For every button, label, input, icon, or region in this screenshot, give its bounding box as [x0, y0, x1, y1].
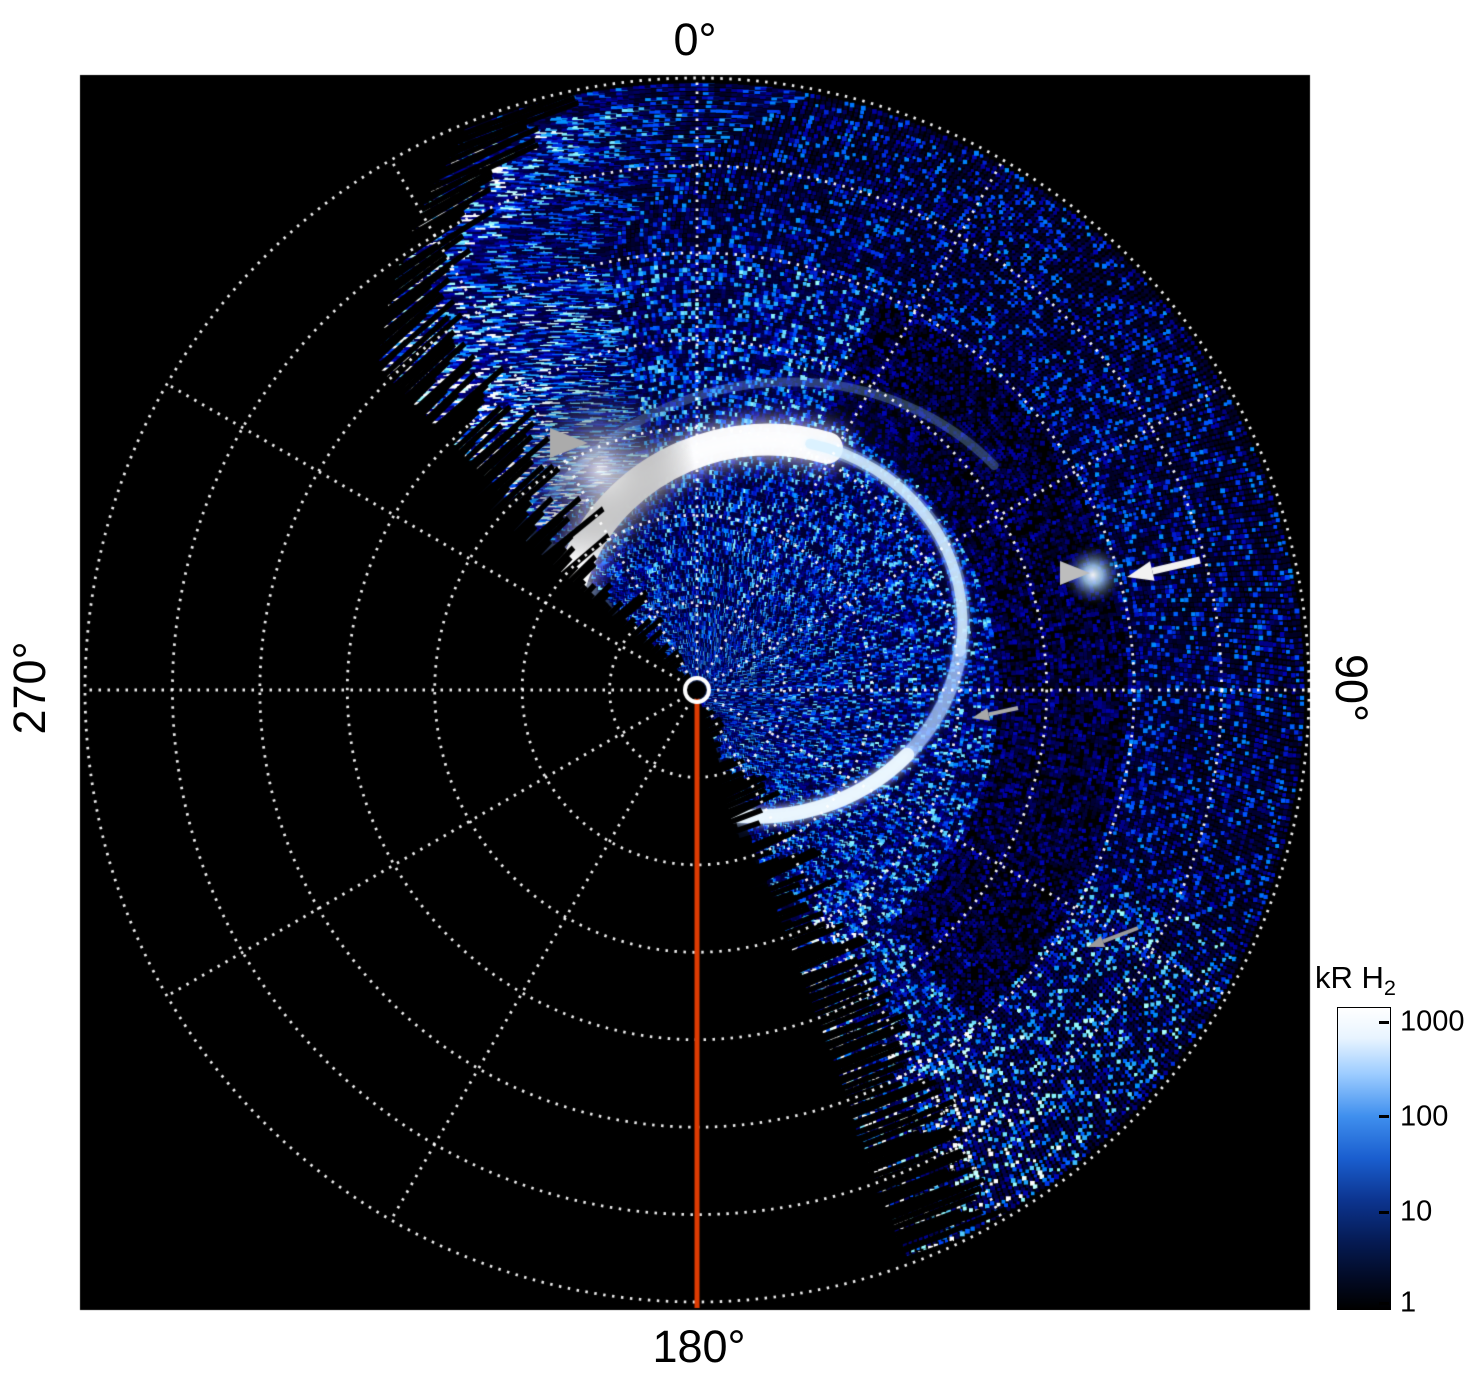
angle-label-0: 0° — [673, 14, 716, 66]
colorbar-title-sub: 2 — [1384, 975, 1396, 1000]
angle-label-270: 270° — [4, 641, 56, 734]
angle-label-90: 90° — [1325, 654, 1377, 722]
colorbar-tickmark-1 — [1379, 1302, 1389, 1305]
colorbar-title-main: kR H — [1315, 960, 1384, 995]
angle-label-180: 180° — [652, 1321, 745, 1373]
colorbar-tick-1000: 1000 — [1400, 1006, 1465, 1039]
colorbar-tick-10: 10 — [1400, 1196, 1432, 1229]
colorbar-title: kR H2 — [1315, 960, 1396, 1001]
colorbar-tickmark-100 — [1379, 1115, 1389, 1118]
colorbar-tickmark-10 — [1379, 1211, 1389, 1214]
colorbar-tick-1: 1 — [1400, 1287, 1416, 1320]
colorbar-tick-100: 100 — [1400, 1100, 1448, 1133]
aurora-polar-map-canvas — [0, 0, 1481, 1384]
colorbar-gradient — [1337, 1007, 1391, 1310]
colorbar-tickmark-1000 — [1379, 1021, 1389, 1024]
aurora-figure: 0° 90° 180° 270° kR H2 1000 100 10 1 — [0, 0, 1481, 1384]
